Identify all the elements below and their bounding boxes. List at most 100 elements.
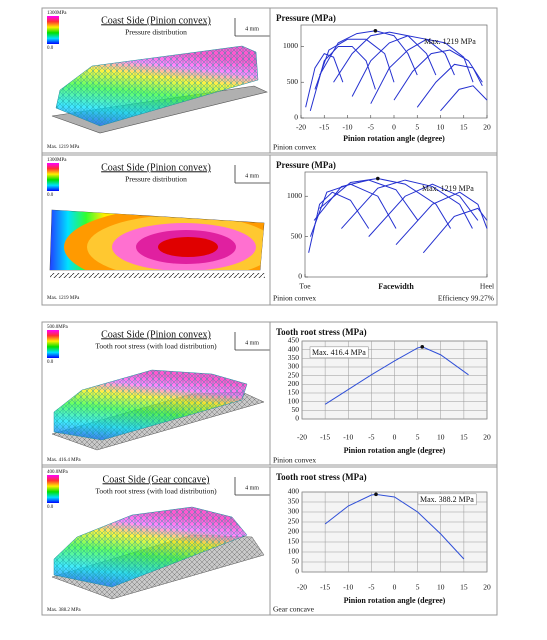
y-tick-label: 0: [298, 272, 302, 281]
y-tick-label: 0: [295, 567, 299, 576]
x-tick-label: 15: [460, 583, 468, 592]
annotation: Max. 1219 MPa: [424, 37, 476, 46]
y-tick-label: 300: [288, 362, 300, 371]
y-tick-label: 500: [287, 77, 299, 86]
y-tick-label: 150: [288, 388, 300, 397]
scale-min: 0.0: [47, 46, 54, 51]
y-tick-label: 400: [288, 344, 300, 353]
series-line: [319, 178, 452, 229]
render-panel: 1300MPa 0.0 Coast Side (Pinion convex) P…: [41, 154, 271, 306]
y-tick-label: 100: [288, 396, 300, 405]
scale-min: 0.0: [47, 193, 54, 198]
x-tick-label: -15: [320, 583, 330, 592]
scale-bar: [234, 165, 270, 184]
max-point: [374, 492, 378, 497]
render-panel: 500.0MPa 0.0 Coast Side (Pinion convex) …: [41, 321, 271, 466]
x-tick-label: 5: [416, 433, 420, 442]
y-tick-label: 200: [288, 379, 300, 388]
panel-subtitle: Tooth root stress (with load distributio…: [95, 487, 217, 496]
panel-subtitle: Pressure distribution: [125, 28, 187, 37]
series-line: [368, 183, 479, 237]
y-tick-label: 0: [295, 414, 299, 423]
y-tick-label: 400: [288, 487, 300, 496]
annotation: Max. 1219 MPa: [422, 184, 474, 193]
x-tick-label: -20: [296, 123, 306, 132]
panel-title: Coast Side (Pinion convex): [101, 329, 211, 340]
series-line: [341, 179, 473, 229]
series-line: [422, 207, 488, 254]
panel-title: Coast Side (Gear concave): [103, 474, 210, 485]
x-tick-label: -10: [343, 433, 353, 442]
chart-title: Tooth root stress (MPa): [276, 327, 367, 337]
x-tick-label: -15: [319, 123, 329, 132]
series-line: [324, 493, 465, 560]
scale-bar-label: 4 mm: [245, 340, 259, 346]
x-tick-label: 15: [460, 123, 468, 132]
series-line: [416, 63, 483, 108]
x-tick-label: -20: [297, 433, 307, 442]
x-tick-label: 20: [483, 583, 491, 592]
x-axis-label: Facewidth: [378, 282, 414, 291]
series-line: [393, 49, 483, 101]
chart-title: Pressure (MPa): [276, 160, 336, 170]
panel-title: Coast Side (Pinion convex): [101, 162, 211, 173]
scale-bar: [234, 332, 270, 351]
x-tick-label: 0: [393, 433, 397, 442]
contour-map: [50, 210, 264, 270]
scale-min: 0.0: [47, 360, 54, 365]
panel-subtitle: Tooth root stress (with load distributio…: [95, 342, 217, 351]
chart-footer: Pinion convex: [273, 294, 316, 303]
scale-bar: [234, 477, 270, 496]
x-tick-label: 0: [393, 583, 397, 592]
max-point: [376, 176, 380, 181]
series-line: [440, 85, 488, 112]
x-tick-label: 10: [437, 583, 445, 592]
max-label: Max. 416.4 MPa: [47, 458, 81, 463]
color-scale: [47, 475, 59, 503]
y-tick-label: 1000: [283, 41, 298, 50]
scale-bar: [234, 18, 270, 37]
x-tick-label: 5: [416, 583, 420, 592]
x-tick-label: 15: [460, 433, 468, 442]
scale-max: 400.0MPa: [47, 470, 68, 475]
ground-hatch: [50, 273, 265, 278]
series-line: [351, 35, 455, 97]
chart-title: Tooth root stress (MPa): [276, 472, 367, 482]
y-tick-label: 300: [288, 507, 300, 516]
y-tick-label: 250: [288, 517, 300, 526]
x-axis-label: Pinion rotation angle (degree): [344, 596, 446, 605]
y-tick-label: 50: [292, 405, 300, 414]
y-tick-label: 1000: [287, 191, 302, 200]
x-tick-label: -5: [368, 583, 374, 592]
x-tick-label: -15: [320, 433, 330, 442]
y-tick-label: 500: [291, 231, 303, 240]
y-tick-label: 200: [288, 527, 300, 536]
scale-max: 1300MPa: [47, 158, 67, 163]
x-tick-label: 0: [392, 123, 396, 132]
y-tick-label: 150: [288, 537, 300, 546]
x-axis-label: Pinion rotation angle (degree): [343, 134, 445, 143]
plot-area: [300, 24, 488, 119]
x-tick-label: 5: [415, 123, 419, 132]
y-tick-label: 100: [288, 547, 300, 556]
x-tick-label: Heel: [480, 282, 494, 291]
render-panel: 1300MPa 0.0 Coast Side (Pinion convex) P…: [41, 7, 271, 154]
max-label: Max. 1219 MPa: [47, 296, 80, 301]
series-line: [333, 31, 437, 83]
x-tick-label: -10: [343, 583, 353, 592]
x-tick-label: 20: [483, 433, 491, 442]
panel-subtitle: Pressure distribution: [125, 175, 187, 184]
y-tick-label: 50: [292, 557, 300, 566]
scale-min: 0.0: [47, 505, 54, 510]
scale-bar-label: 4 mm: [245, 485, 259, 491]
x-tick-label: -10: [343, 123, 353, 132]
scale-bar-label: 4 mm: [245, 173, 259, 179]
annotation-box: [309, 346, 369, 359]
mesh-lines: [53, 369, 248, 441]
panel-title: Coast Side (Pinion convex): [101, 15, 211, 26]
y-tick-label: 0: [294, 113, 298, 122]
chart-footnote: Efficiency 99.27%: [438, 294, 494, 303]
color-scale: [47, 163, 59, 191]
max-point: [420, 345, 425, 349]
y-tick-label: 350: [288, 353, 300, 362]
